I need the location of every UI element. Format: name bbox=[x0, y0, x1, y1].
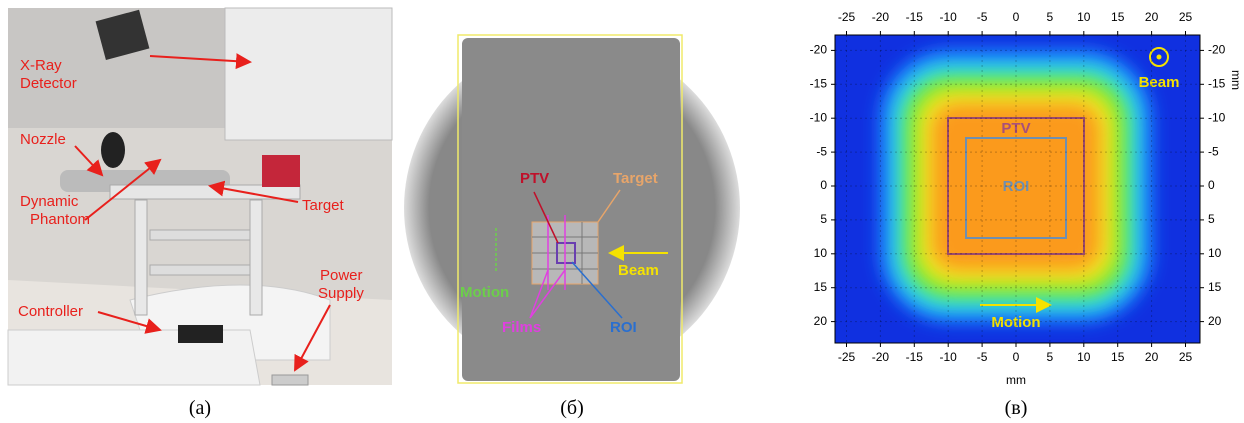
x-tick-label: -15 bbox=[906, 10, 924, 24]
x-tick-label: -10 bbox=[940, 10, 958, 24]
y-tick-label: -5 bbox=[816, 144, 827, 158]
x-axis-label: mm bbox=[1006, 373, 1026, 387]
y-tick-label: -15 bbox=[810, 76, 828, 90]
x-tick-label: 10 bbox=[1077, 350, 1091, 364]
panel-b: PTV Target Beam Motion Films ROI (б) bbox=[404, 35, 740, 419]
y-tick-label: 20 bbox=[814, 314, 828, 328]
label-beam: Beam bbox=[1139, 74, 1180, 91]
caption: (a) bbox=[189, 397, 211, 419]
y-tick-label: 5 bbox=[1208, 212, 1215, 226]
y-tick-label: 0 bbox=[1208, 178, 1215, 192]
x-tick-label: -15 bbox=[906, 350, 924, 364]
x-tick-label: -20 bbox=[872, 350, 890, 364]
x-tick-label: 5 bbox=[1047, 10, 1054, 24]
x-tick-label: 25 bbox=[1179, 10, 1193, 24]
x-tick-label: 0 bbox=[1013, 10, 1020, 24]
label-controller: Controller bbox=[18, 303, 83, 320]
x-tick-label: 20 bbox=[1145, 350, 1159, 364]
x-tick-label: -25 bbox=[838, 10, 856, 24]
x-tick-label: -10 bbox=[940, 350, 958, 364]
label-nozzle: Nozzle bbox=[20, 131, 66, 148]
label-target: Target bbox=[302, 197, 345, 214]
caption: (б) bbox=[560, 397, 584, 419]
y-tick-label: -10 bbox=[810, 110, 828, 124]
y-tick-label: 5 bbox=[820, 212, 827, 226]
x-tick-label: 5 bbox=[1047, 350, 1054, 364]
x-tick-label: 25 bbox=[1179, 350, 1193, 364]
y-tick-label: -15 bbox=[1208, 76, 1226, 90]
label-beam: Beam bbox=[618, 262, 659, 279]
y-tick-label: -20 bbox=[810, 43, 828, 57]
x-tick-label: -25 bbox=[838, 350, 856, 364]
x-tick-label: -20 bbox=[872, 10, 890, 24]
x-tick-label: 0 bbox=[1013, 350, 1020, 364]
y-tick-label: 0 bbox=[820, 178, 827, 192]
y-tick-label: -5 bbox=[1208, 144, 1219, 158]
y-tick-label: -10 bbox=[1208, 110, 1226, 124]
y-axis-label: mm bbox=[1229, 70, 1243, 90]
label-ptv: PTV bbox=[1001, 120, 1030, 137]
y-tick-label: -20 bbox=[1208, 43, 1226, 57]
x-tick-label: 10 bbox=[1077, 10, 1091, 24]
y-tick-label: 15 bbox=[1208, 280, 1222, 294]
label-motion: Motion bbox=[460, 284, 509, 301]
label-ptv: PTV bbox=[520, 170, 549, 187]
label-films: Films bbox=[502, 319, 541, 336]
label-target: Target bbox=[613, 170, 658, 187]
caption: (в) bbox=[1005, 397, 1028, 419]
x-tick-label: 15 bbox=[1111, 10, 1125, 24]
y-tick-label: 10 bbox=[814, 246, 828, 260]
y-tick-label: 15 bbox=[814, 280, 828, 294]
y-tick-label: 10 bbox=[1208, 246, 1222, 260]
y-tick-label: 20 bbox=[1208, 314, 1222, 328]
x-tick-label: -5 bbox=[977, 350, 988, 364]
label-roi: ROI bbox=[610, 319, 637, 336]
x-tick-label: 20 bbox=[1145, 10, 1159, 24]
x-tick-label: 15 bbox=[1111, 350, 1125, 364]
figure: X-RayDetector Nozzle DynamicPhantom Targ… bbox=[0, 0, 1244, 423]
x-tick-label: -5 bbox=[977, 10, 988, 24]
panel-c: PTV ROI Beam Motion mm mm (в) -25-25-20-… bbox=[810, 10, 1243, 419]
